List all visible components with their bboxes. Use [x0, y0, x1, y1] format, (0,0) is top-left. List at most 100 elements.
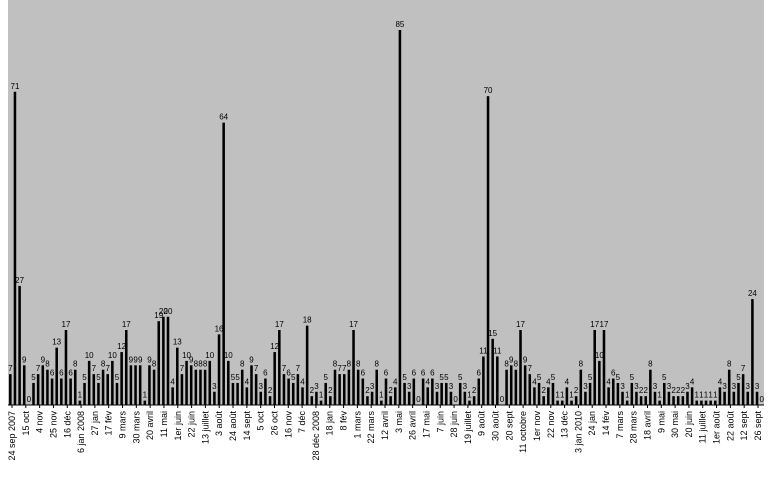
data-label: 3 [435, 382, 440, 391]
data-label: 2 [472, 386, 477, 395]
data-label: 5 [439, 373, 444, 382]
bar [282, 374, 286, 405]
data-label: 6 [477, 369, 482, 378]
bar [166, 316, 170, 405]
data-label: 1 [467, 391, 472, 400]
bar [143, 400, 147, 405]
bar [653, 391, 657, 405]
bar [157, 321, 161, 405]
x-tick-label: 9 mai [656, 411, 666, 433]
bar [352, 330, 355, 405]
data-label: 3 [667, 382, 672, 391]
bar [496, 356, 499, 405]
bar [477, 378, 481, 405]
bar [602, 330, 606, 405]
data-label: 24 [748, 289, 757, 298]
data-label: 2 [268, 386, 273, 395]
data-label: 17 [62, 320, 71, 329]
data-label: 4 [245, 377, 250, 386]
x-tick-label: 28 juin [449, 411, 459, 438]
data-label: 4 [300, 377, 305, 386]
bar [338, 374, 341, 405]
bar [50, 378, 54, 405]
data-label: 1 [560, 391, 565, 400]
data-label: 5 [537, 373, 542, 382]
x-tick-label: 24 jan [587, 411, 597, 436]
bar [227, 360, 230, 405]
data-label: 4 [718, 377, 723, 386]
data-label: 3 [620, 382, 625, 391]
data-label: 5 [291, 373, 296, 382]
bar [9, 374, 12, 405]
bar [714, 400, 717, 405]
data-label: 6 [361, 369, 366, 378]
bar [551, 382, 555, 405]
data-label: 8 [240, 360, 245, 369]
x-tick-label: 16 déc [62, 411, 72, 439]
bar [737, 382, 740, 405]
bar [13, 91, 17, 405]
data-label: 5 [736, 373, 741, 382]
data-label: 17 [600, 320, 609, 329]
bar [630, 382, 634, 405]
bar [723, 391, 726, 405]
x-tick-label: 20 avril [145, 411, 155, 440]
data-label: 6 [50, 369, 55, 378]
x-tick-label: 20 sept [504, 411, 514, 441]
data-label: 16 [215, 324, 224, 333]
data-label: 17 [590, 320, 599, 329]
data-label: 3 [634, 382, 639, 391]
x-tick-label: 5 oct [256, 411, 266, 431]
x-tick-label: 11 juillet [698, 411, 708, 444]
x-tick-label: 28 mars [629, 411, 639, 444]
data-label: 4 [690, 377, 695, 386]
bar [361, 378, 365, 405]
bar [403, 382, 406, 405]
data-label: 2 [328, 386, 333, 395]
data-label: 6 [430, 369, 435, 378]
x-tick-label: 22 août [725, 411, 735, 442]
data-label: 5 [630, 373, 635, 382]
bar [607, 387, 610, 405]
bar [746, 391, 750, 405]
x-tick-label: 1er nov [532, 411, 542, 442]
x-tick-label: 30 août [491, 411, 501, 442]
data-label: 8 [101, 360, 106, 369]
x-tick-label: 7 juin [435, 411, 445, 433]
data-label: 1 [143, 391, 148, 400]
data-label: 1 [713, 391, 718, 400]
bar [514, 369, 518, 405]
bar [394, 387, 397, 405]
data-label: 6 [68, 369, 73, 378]
bar [217, 334, 221, 405]
x-tick-label: 12 sept [739, 411, 749, 441]
data-label: 71 [11, 82, 20, 91]
bar [686, 391, 689, 405]
data-label: 2 [676, 386, 681, 395]
bar [268, 396, 272, 405]
data-label: 1 [555, 391, 560, 400]
bar [751, 299, 754, 405]
x-tick-label: 16 nov [283, 411, 293, 439]
data-label: 3 [732, 382, 737, 391]
bar [208, 360, 212, 405]
data-label: 15 [488, 329, 497, 338]
data-label: 17 [122, 320, 131, 329]
data-label: 3 [449, 382, 454, 391]
bar [435, 391, 439, 405]
bar [542, 396, 545, 405]
bar [315, 391, 318, 405]
bar [482, 356, 485, 405]
bar [421, 378, 425, 405]
bar [380, 400, 383, 405]
data-label: 11 [493, 346, 502, 355]
data-label: 7 [105, 364, 110, 373]
bar [741, 374, 745, 405]
data-label: 19 [154, 311, 163, 320]
bar [120, 352, 123, 405]
bar [445, 382, 448, 405]
data-label: 2 [671, 386, 676, 395]
x-tick-label: 11 mai [159, 411, 169, 437]
bar [584, 391, 587, 405]
x-tick-label: 14 fév [601, 411, 611, 436]
